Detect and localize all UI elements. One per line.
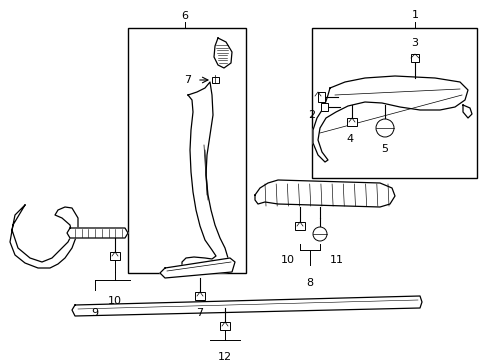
Text: 3: 3 <box>411 38 418 48</box>
Text: 8: 8 <box>306 278 313 288</box>
Polygon shape <box>10 205 78 268</box>
Polygon shape <box>160 258 235 278</box>
Bar <box>320 103 327 111</box>
Text: 7: 7 <box>196 308 203 318</box>
Bar <box>220 322 229 330</box>
Text: 4: 4 <box>346 134 353 144</box>
Bar <box>195 292 204 300</box>
Text: 5: 5 <box>381 144 387 154</box>
Text: 9: 9 <box>91 308 99 318</box>
Bar <box>128 28 245 273</box>
Circle shape <box>312 227 326 241</box>
Bar <box>410 54 418 62</box>
Text: 10: 10 <box>281 255 294 265</box>
Text: 6: 6 <box>181 11 188 21</box>
Text: 7: 7 <box>184 75 191 85</box>
Polygon shape <box>67 228 128 238</box>
Text: 11: 11 <box>329 255 343 265</box>
Polygon shape <box>462 105 471 118</box>
Polygon shape <box>72 296 421 316</box>
Text: 10: 10 <box>108 296 122 306</box>
Bar <box>346 118 356 126</box>
Bar <box>212 77 219 83</box>
Polygon shape <box>182 82 227 273</box>
Polygon shape <box>214 38 231 68</box>
Bar <box>294 222 305 230</box>
Text: 1: 1 <box>411 10 418 20</box>
Text: 12: 12 <box>218 352 232 360</box>
Circle shape <box>375 119 393 137</box>
Polygon shape <box>254 180 394 207</box>
Text: 2: 2 <box>307 110 314 120</box>
Bar <box>311 28 476 178</box>
Polygon shape <box>312 76 467 162</box>
Bar <box>317 92 325 102</box>
Bar <box>110 252 120 260</box>
